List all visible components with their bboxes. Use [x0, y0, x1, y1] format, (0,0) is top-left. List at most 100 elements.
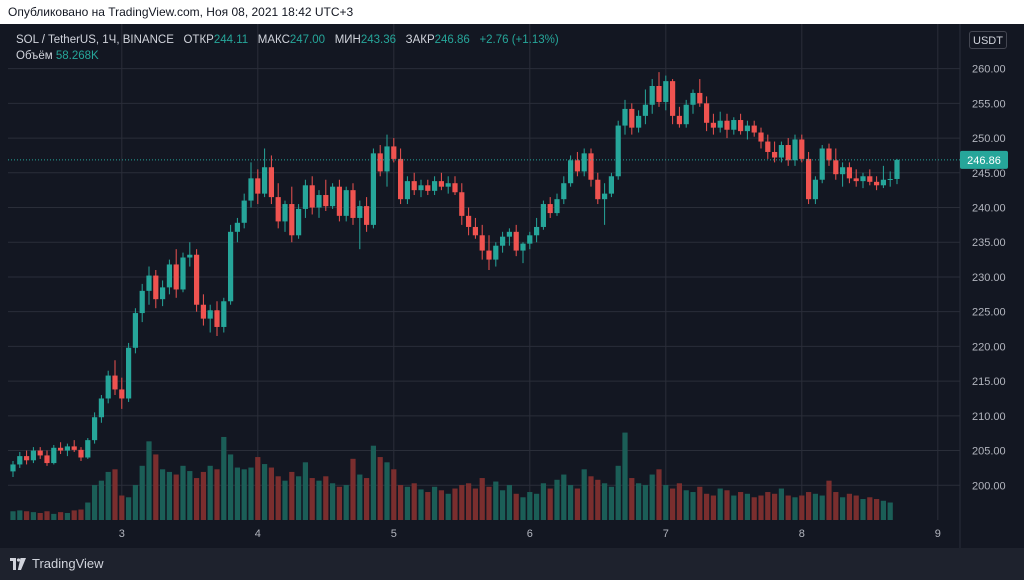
- legend-ohlc-row: SOL / TetherUS, 1Ч, BINANCE ОТКР244.11 М…: [16, 32, 559, 48]
- candle-body: [874, 181, 880, 186]
- volume-bar: [92, 485, 98, 520]
- candle-body: [275, 197, 281, 222]
- volume-bar: [459, 485, 465, 520]
- volume-bar: [479, 478, 485, 520]
- footer-brand: TradingView: [32, 556, 104, 571]
- candle-body: [500, 236, 506, 246]
- candle-body: [588, 153, 594, 180]
- volume-bar: [391, 469, 397, 520]
- candle-body: [744, 125, 750, 132]
- candle-body: [221, 301, 227, 327]
- candle-body: [370, 153, 376, 225]
- y-tick-label: 215.00: [972, 376, 1006, 388]
- legend-open-value: 244.11: [213, 34, 249, 46]
- x-tick-label: 6: [527, 528, 533, 540]
- candlestick-chart[interactable]: 260.00 255.00 250.00 245.00 240.00 235.00 230.…: [0, 24, 1024, 548]
- candle-body: [840, 167, 846, 175]
- y-tick-label: 210.00: [972, 411, 1006, 423]
- volume-bar: [588, 476, 594, 520]
- y-tick-label: 225.00: [972, 307, 1006, 319]
- candle-body: [663, 81, 669, 102]
- volume-bar: [812, 493, 818, 520]
- volume-bar: [112, 469, 118, 520]
- candle-body: [282, 204, 288, 222]
- x-tick-label: 3: [119, 528, 125, 540]
- candle-body: [506, 231, 512, 237]
- volume-bar: [309, 478, 315, 520]
- legend-open-label: ОТКР: [183, 34, 214, 46]
- volume-bar: [785, 495, 791, 520]
- volume-bar: [105, 471, 111, 520]
- volume-bar: [296, 476, 302, 520]
- volume-bar: [676, 483, 682, 520]
- y-tick-label: 200.00: [972, 480, 1006, 492]
- candle-body: [377, 153, 383, 172]
- candle-body: [710, 122, 716, 128]
- candle-body: [513, 231, 519, 251]
- candle-body: [146, 275, 152, 291]
- volume-bar: [547, 488, 553, 520]
- volume-bar: [200, 471, 206, 520]
- volume-bar: [500, 490, 506, 520]
- candle-body: [132, 313, 138, 348]
- volume-bar: [139, 465, 145, 520]
- candle-body: [581, 153, 587, 172]
- volume-bar: [44, 511, 50, 520]
- volume-bar: [826, 480, 832, 520]
- volume-bar: [173, 474, 179, 520]
- volume-bars: [10, 432, 893, 520]
- volume-bar: [180, 465, 186, 520]
- volume-bar: [289, 471, 295, 520]
- volume-bar: [738, 492, 744, 520]
- y-tick-label: 205.00: [972, 446, 1006, 458]
- candle-body: [228, 231, 234, 302]
- currency-button[interactable]: USDT: [969, 31, 1007, 49]
- volume-bar: [622, 432, 628, 520]
- candle-body: [595, 179, 601, 200]
- candle-body: [316, 195, 322, 208]
- candle-body: [472, 226, 478, 236]
- volume-bar: [792, 497, 798, 520]
- candle-body: [268, 167, 274, 198]
- volume-bar: [717, 488, 723, 520]
- volume-bar: [445, 493, 451, 520]
- candle-body: [894, 159, 900, 179]
- volume-bar: [506, 485, 512, 520]
- volume-bar: [119, 495, 125, 520]
- volume-bar: [323, 476, 329, 520]
- volume-bar: [670, 488, 676, 520]
- volume-bar: [581, 469, 587, 520]
- volume-bar: [690, 492, 696, 520]
- chart-legend: SOL / TetherUS, 1Ч, BINANCE ОТКР244.11 М…: [16, 32, 559, 64]
- tradingview-logo[interactable]: TradingView: [10, 556, 104, 571]
- volume-bar: [132, 485, 138, 520]
- y-tick-label: 235.00: [972, 237, 1006, 249]
- volume-bar: [187, 471, 193, 520]
- candle-body: [867, 176, 873, 182]
- candle-body: [17, 456, 23, 465]
- candle-body: [248, 178, 254, 201]
- candle-body: [812, 179, 818, 200]
- volume-bar: [806, 492, 812, 520]
- volume-bar: [778, 488, 784, 520]
- volume-bar: [404, 486, 410, 520]
- volume-bar: [234, 467, 240, 520]
- candle-body: [302, 185, 308, 209]
- candle-body: [187, 254, 193, 258]
- legend-high-label: МАКС: [257, 34, 290, 46]
- candle-body: [547, 204, 553, 214]
- candle-body: [778, 145, 784, 158]
- candles[interactable]: [10, 72, 900, 477]
- volume-bar: [425, 492, 431, 520]
- time-axis[interactable]: 3 4 5 6 7 8 9: [119, 528, 941, 540]
- volume-bar: [629, 478, 635, 520]
- candle-body: [58, 447, 64, 451]
- volume-bar: [649, 474, 655, 520]
- candle-body: [887, 178, 893, 180]
- volume-bar: [880, 500, 886, 520]
- candle-body: [207, 310, 213, 319]
- price-axis[interactable]: 260.00 255.00 250.00 245.00 240.00 235.00 230.…: [972, 64, 1006, 493]
- volume-bar: [438, 490, 444, 520]
- volume-bar: [24, 511, 30, 520]
- candle-body: [214, 310, 220, 327]
